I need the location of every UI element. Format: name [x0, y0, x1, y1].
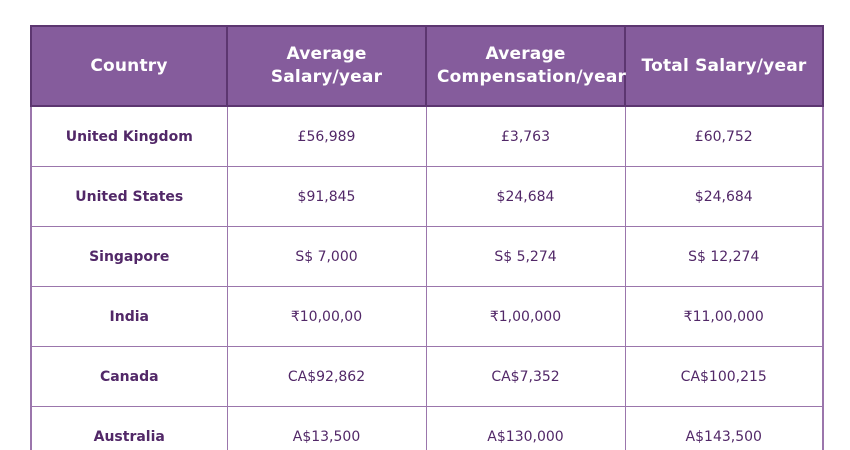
header-cell-average-salary: Average Salary/year — [226, 25, 427, 107]
salary-comparison-table: Country Average Salary/year Average Comp… — [30, 25, 824, 450]
cell-country: Singapore — [30, 226, 228, 287]
header-cell-country: Country — [30, 25, 228, 107]
table-row-united-kingdom: United Kingdom £56,989 £3,763 £60,752 — [30, 105, 824, 167]
cell-average-salary: $91,845 — [226, 166, 427, 227]
cell-country: United Kingdom — [30, 105, 228, 167]
header-cell-total-salary: Total Salary/year — [624, 25, 824, 107]
cell-total-salary: $24,684 — [624, 166, 824, 227]
cell-country: India — [30, 286, 228, 347]
header-cell-average-compensation: Average Compensation/year — [425, 25, 626, 107]
table-row-singapore: Singapore S$ 7,000 S$ 5,274 S$ 12,274 — [30, 226, 824, 287]
cell-total-salary: S$ 12,274 — [624, 226, 824, 287]
cell-average-compensation: ₹1,00,000 — [425, 286, 626, 347]
header-row: Country Average Salary/year Average Comp… — [30, 25, 824, 107]
cell-total-salary: £60,752 — [624, 105, 824, 167]
cell-average-compensation: S$ 5,274 — [425, 226, 626, 287]
cell-country: United States — [30, 166, 228, 227]
cell-average-salary: £56,989 — [226, 105, 427, 167]
cell-average-compensation: CA$7,352 — [425, 346, 626, 407]
cell-average-salary: ₹10,00,00 — [226, 286, 427, 347]
cell-average-salary: S$ 7,000 — [226, 226, 427, 287]
cell-average-compensation: £3,763 — [425, 105, 626, 167]
cell-country: Canada — [30, 346, 228, 407]
cell-total-salary: ₹11,00,000 — [624, 286, 824, 347]
table-row-canada: Canada CA$92,862 CA$7,352 CA$100,215 — [30, 346, 824, 407]
cell-country: Australia — [30, 406, 228, 450]
cell-average-compensation: $24,684 — [425, 166, 626, 227]
cell-total-salary: A$143,500 — [624, 406, 824, 450]
cell-average-compensation: A$130,000 — [425, 406, 626, 450]
cell-average-salary: A$13,500 — [226, 406, 427, 450]
cell-total-salary: CA$100,215 — [624, 346, 824, 407]
table-row-australia: Australia A$13,500 A$130,000 A$143,500 — [30, 406, 824, 450]
table-row-united-states: United States $91,845 $24,684 $24,684 — [30, 166, 824, 227]
table-row-india: India ₹10,00,00 ₹1,00,000 ₹11,00,000 — [30, 286, 824, 347]
cell-average-salary: CA$92,862 — [226, 346, 427, 407]
